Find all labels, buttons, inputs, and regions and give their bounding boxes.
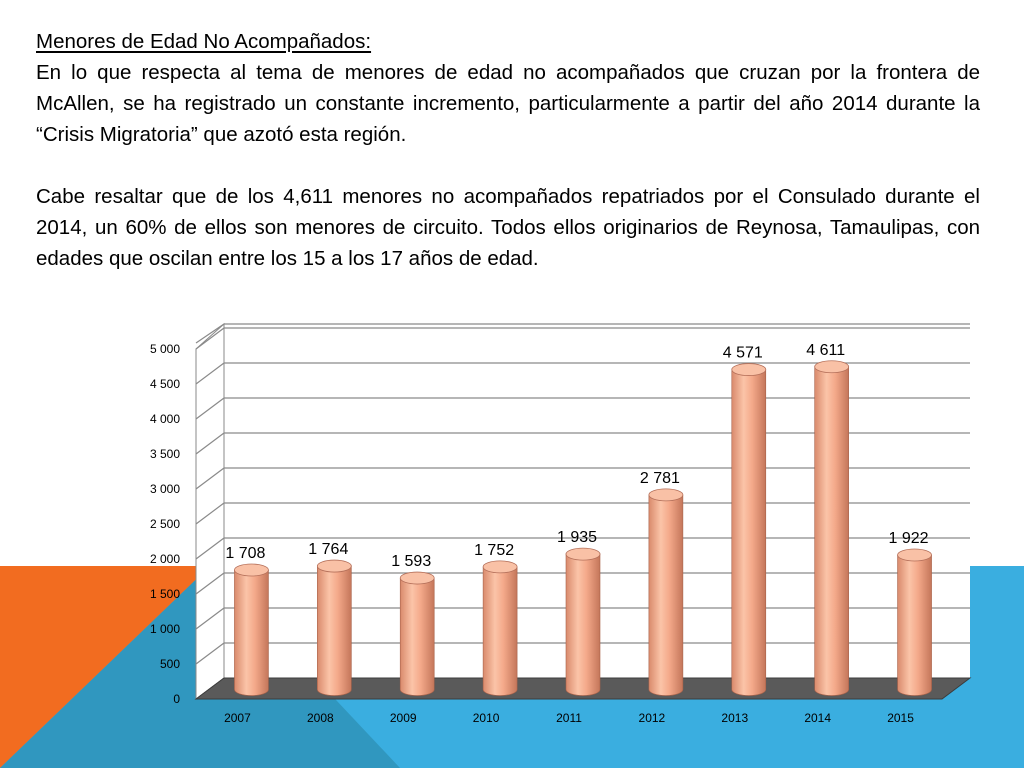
bar-cylinder bbox=[648, 494, 684, 696]
data-label: 1 935 bbox=[557, 529, 597, 546]
y-tick-label: 3 000 bbox=[150, 482, 180, 496]
y-tick-label: 3 500 bbox=[150, 447, 180, 461]
bar-top bbox=[731, 363, 767, 376]
bar-top bbox=[316, 559, 352, 573]
y-tick-label: 4 500 bbox=[150, 377, 180, 391]
x-tick-label: 2007 bbox=[224, 711, 251, 725]
bar-top bbox=[399, 571, 435, 585]
gridline bbox=[195, 432, 970, 455]
bar-cylinder bbox=[731, 369, 767, 696]
bar-top bbox=[565, 547, 601, 561]
x-tick-label: 2009 bbox=[390, 711, 417, 725]
x-tick-label: 2010 bbox=[473, 711, 500, 725]
y-tick-label: 1 000 bbox=[150, 622, 180, 636]
bar-cylinder bbox=[399, 577, 435, 696]
gridline bbox=[195, 572, 970, 595]
data-label: 4 611 bbox=[806, 342, 845, 359]
bar-cylinder bbox=[814, 366, 849, 696]
gridline bbox=[195, 537, 970, 560]
bar-top bbox=[897, 548, 932, 562]
bar-top bbox=[814, 360, 850, 374]
y-tick-label: 4 000 bbox=[150, 412, 180, 426]
bar-cylinder bbox=[897, 554, 932, 696]
y-tick-label: 1 500 bbox=[150, 587, 180, 601]
bar-cylinder bbox=[565, 553, 601, 696]
x-tick-label: 2013 bbox=[721, 711, 748, 725]
gridline bbox=[195, 642, 970, 665]
x-tick-label: 2011 bbox=[556, 711, 582, 725]
x-tick-label: 2015 bbox=[887, 711, 914, 725]
paragraph-2: Cabe resaltar que de los 4,611 menores n… bbox=[36, 185, 980, 270]
slide-heading: Menores de Edad No Acompañados: bbox=[36, 30, 372, 53]
x-tick-label: 2012 bbox=[639, 711, 666, 725]
data-label: 2 781 bbox=[640, 470, 680, 487]
slide-text: Menores de Edad No Acompañados: En lo qu… bbox=[36, 26, 980, 274]
gridline bbox=[195, 607, 970, 630]
paragraph-1: En lo que respecta al tema de menores de… bbox=[36, 61, 980, 146]
x-tick-label: 2014 bbox=[804, 711, 831, 725]
data-label: 1 708 bbox=[225, 545, 265, 562]
gridline bbox=[195, 362, 970, 385]
bar-cylinder bbox=[234, 569, 269, 696]
data-label: 1 764 bbox=[308, 541, 348, 558]
y-tick-label: 5 000 bbox=[150, 342, 180, 356]
y-tick-label: 2 500 bbox=[150, 517, 180, 531]
gridline bbox=[195, 397, 970, 420]
y-tick-label: 0 bbox=[173, 692, 180, 706]
bar-cylinder bbox=[482, 566, 518, 696]
data-label: 4 571 bbox=[723, 345, 763, 362]
y-tick-label: 500 bbox=[160, 657, 180, 671]
data-label: 1 752 bbox=[474, 542, 514, 559]
bar-cylinder bbox=[317, 565, 352, 696]
x-tick-label: 2008 bbox=[307, 711, 334, 725]
gridline bbox=[195, 502, 970, 525]
gridline bbox=[195, 323, 970, 344]
gridline bbox=[195, 327, 970, 350]
data-label: 1 593 bbox=[391, 553, 431, 570]
data-label: 1 922 bbox=[889, 530, 929, 547]
y-tick-label: 2 000 bbox=[150, 552, 180, 566]
gridline bbox=[195, 467, 970, 490]
bar-top bbox=[234, 563, 269, 577]
bar-top bbox=[482, 560, 518, 574]
bar-top bbox=[648, 488, 684, 502]
